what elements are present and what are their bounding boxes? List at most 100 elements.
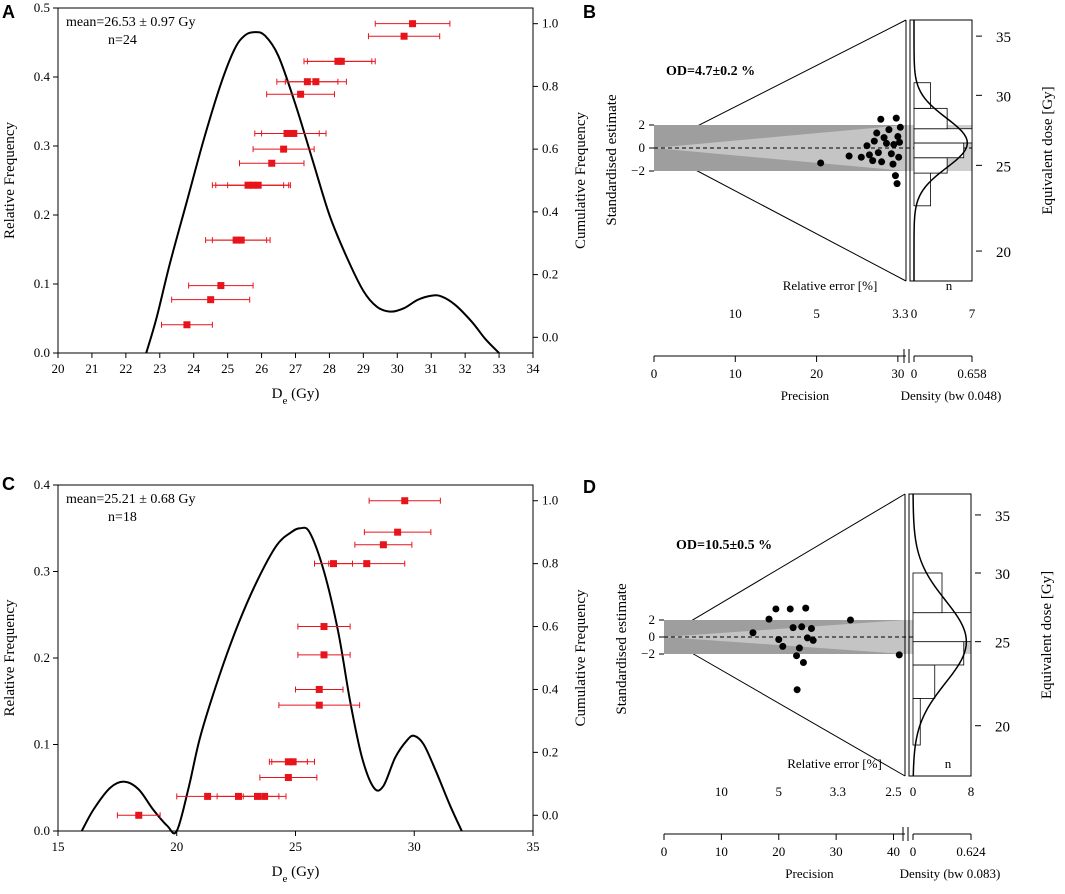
y2-tick-label: 0.2 xyxy=(542,744,558,759)
abanico-point xyxy=(873,129,881,137)
y-tick-label: 2 xyxy=(649,612,656,627)
y2-tick-label: 1.0 xyxy=(542,493,558,508)
plot-frame xyxy=(57,7,534,354)
abanico-point xyxy=(877,115,885,123)
precision-tick-label: 30 xyxy=(830,844,843,859)
data-point xyxy=(320,651,328,659)
data-point xyxy=(401,497,409,505)
abanico-point xyxy=(880,134,888,142)
kde-curve xyxy=(80,526,463,835)
histogram-bar xyxy=(912,612,972,643)
rel-err-tick-label: 10 xyxy=(715,784,728,799)
data-point xyxy=(254,181,262,189)
panel-label: D xyxy=(583,477,596,497)
abanico-point xyxy=(894,133,902,140)
panel-label: C xyxy=(2,474,15,494)
abanico-point xyxy=(846,616,854,624)
data-point xyxy=(217,282,225,290)
mean-annotation: mean=26.53 ± 0.97 Gy xyxy=(66,15,196,30)
data-point xyxy=(284,774,292,782)
panel-c: C 15 20 25 30 35 0.0 0.1 0.2 0.3 0.4 0.0 0.2 0.4 0.6 0.… xyxy=(2,474,589,885)
histogram-bar xyxy=(912,641,965,666)
y2-tick-label: 0.0 xyxy=(542,807,558,822)
z-axis-label: Equivalent dose [Gy] xyxy=(1040,86,1056,214)
density-curve xyxy=(913,19,969,281)
data-point xyxy=(409,20,417,28)
precision-tick-label: 20 xyxy=(772,844,785,859)
y-tick-label: −2 xyxy=(631,163,645,178)
abanico-point xyxy=(865,151,873,159)
x-tick-label: 29 xyxy=(357,361,370,376)
data-point xyxy=(363,560,371,568)
abanico-point xyxy=(807,625,815,632)
plot-frame xyxy=(57,484,534,832)
data-point xyxy=(400,32,408,40)
abanico-point xyxy=(749,629,757,637)
abanico-point xyxy=(889,160,897,168)
precision-tick-label: 10 xyxy=(729,366,742,381)
data-point xyxy=(261,792,269,800)
y2-tick-label: 0.0 xyxy=(542,329,558,344)
od-label: OD=4.7±0.2 % xyxy=(666,64,755,79)
y2-tick-label: 1.0 xyxy=(542,16,558,31)
abanico-point xyxy=(895,651,903,659)
precision-tick-label: 10 xyxy=(715,844,728,859)
n-annotation: n=18 xyxy=(108,510,137,525)
histogram-bar xyxy=(913,128,973,144)
y2-tick-label: 0.2 xyxy=(542,267,558,282)
abanico-point xyxy=(765,615,773,623)
x-tick-label: 15 xyxy=(52,839,65,854)
y-tick-label: 0.3 xyxy=(34,564,50,579)
precision-tick-label: 0 xyxy=(661,844,668,859)
data-point xyxy=(280,145,288,153)
data-point xyxy=(315,685,323,693)
x-tick-label: 27 xyxy=(289,361,303,376)
abanico-point xyxy=(874,149,882,157)
abanico-point xyxy=(793,652,801,660)
abanico-point xyxy=(809,636,817,644)
z-tick-label: 35 xyxy=(996,30,1011,46)
y2-tick-label: 0.4 xyxy=(542,204,559,219)
x-tick-label: 20 xyxy=(52,361,65,376)
y2-tick-label: 0.6 xyxy=(542,141,559,156)
y-tick-label: 0.2 xyxy=(34,207,50,222)
x-tick-label: 26 xyxy=(255,361,269,376)
abanico-point xyxy=(878,158,886,166)
z-tick-label: 25 xyxy=(995,636,1010,652)
data-point xyxy=(337,57,345,65)
x-tick-label: 30 xyxy=(391,361,404,376)
rel-err-tick-label: 10 xyxy=(729,306,742,321)
data-point xyxy=(204,792,212,800)
data-point xyxy=(237,236,245,244)
rel-err-tick-label: 3.3 xyxy=(830,784,846,799)
data-point xyxy=(207,296,215,304)
x-tick-label: 28 xyxy=(323,361,336,376)
od-label: OD=10.5±0.5 % xyxy=(676,538,772,553)
rel-err-label: Relative error [%] xyxy=(783,278,878,293)
data-point xyxy=(289,758,297,766)
y2-tick-label: 0.6 xyxy=(542,619,559,634)
y-tick-label: 0 xyxy=(649,629,656,644)
density-tick-label: 0 xyxy=(910,844,917,859)
x-tick-label: 34 xyxy=(527,361,541,376)
x-tick-label: 25 xyxy=(289,839,302,854)
precision-tick-label: 20 xyxy=(810,366,823,381)
x-axis-label: De (Gy) xyxy=(272,864,320,885)
x-tick-label: 31 xyxy=(425,361,438,376)
density-curve xyxy=(912,493,968,777)
kde-frame xyxy=(909,19,973,282)
data-point xyxy=(297,90,305,98)
rel-err-tick-label: 5 xyxy=(776,784,783,799)
abanico-point xyxy=(887,150,895,158)
histogram-bar xyxy=(912,664,936,699)
panel-a: A 20 21 22 23 24 25 26 27 28 29 30 31 32 33 34 0.0 0.1 0.2… xyxy=(2,0,589,407)
rel-err-label: Relative error [%] xyxy=(787,756,882,771)
abanico-point xyxy=(789,624,797,632)
abanico-point xyxy=(882,139,890,147)
x-tick-label: 35 xyxy=(527,839,540,854)
y-axis-label: Relative Frequency xyxy=(2,121,18,239)
fan-edge xyxy=(663,636,906,777)
x-tick-label: 32 xyxy=(459,361,472,376)
